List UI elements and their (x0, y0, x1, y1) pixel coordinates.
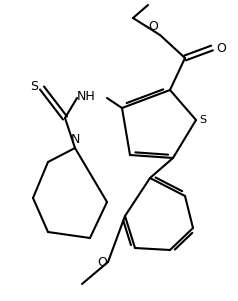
Text: O: O (148, 20, 158, 33)
Text: NH: NH (76, 89, 95, 103)
Text: O: O (216, 42, 226, 54)
Text: O: O (97, 256, 107, 268)
Text: S: S (199, 115, 206, 125)
Text: N: N (70, 133, 80, 146)
Text: S: S (30, 79, 38, 92)
